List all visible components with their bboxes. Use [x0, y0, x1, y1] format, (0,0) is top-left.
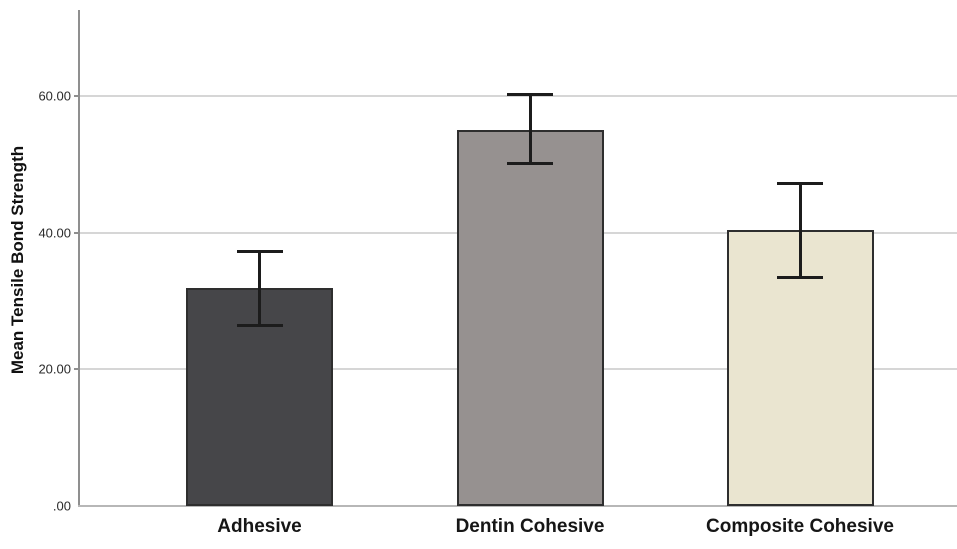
- error-bar-cap-bottom: [507, 162, 553, 166]
- x-category-label: Dentin Cohesive: [455, 516, 605, 537]
- bar-dentin-cohesive: [456, 129, 604, 506]
- error-bar-line: [528, 94, 532, 164]
- y-tick-mark: [74, 95, 79, 98]
- y-tick-mark: [74, 231, 79, 234]
- error-bar-line: [258, 251, 261, 326]
- error-bar-cap-bottom: [777, 275, 823, 279]
- y-tick-label: .00: [52, 498, 71, 514]
- x-axis-line: [78, 505, 957, 507]
- y-tick-label: 60.00: [38, 88, 71, 104]
- y-axis-line: [78, 10, 80, 507]
- error-bar-line: [798, 183, 802, 278]
- y-tick-label: 40.00: [38, 225, 71, 241]
- error-bar-cap-top: [507, 93, 553, 97]
- y-tick-mark: [74, 368, 79, 371]
- x-category-label: Composite Cohesive: [706, 516, 894, 537]
- error-bar-cap-top: [777, 182, 823, 186]
- y-axis-title: Mean Tensile Bond Strength: [8, 145, 27, 375]
- error-bar-cap-top: [236, 250, 283, 254]
- y-tick-label: 20.00: [38, 361, 71, 377]
- error-bar-cap-bottom: [236, 324, 283, 328]
- x-category-label: Adhesive: [217, 516, 302, 537]
